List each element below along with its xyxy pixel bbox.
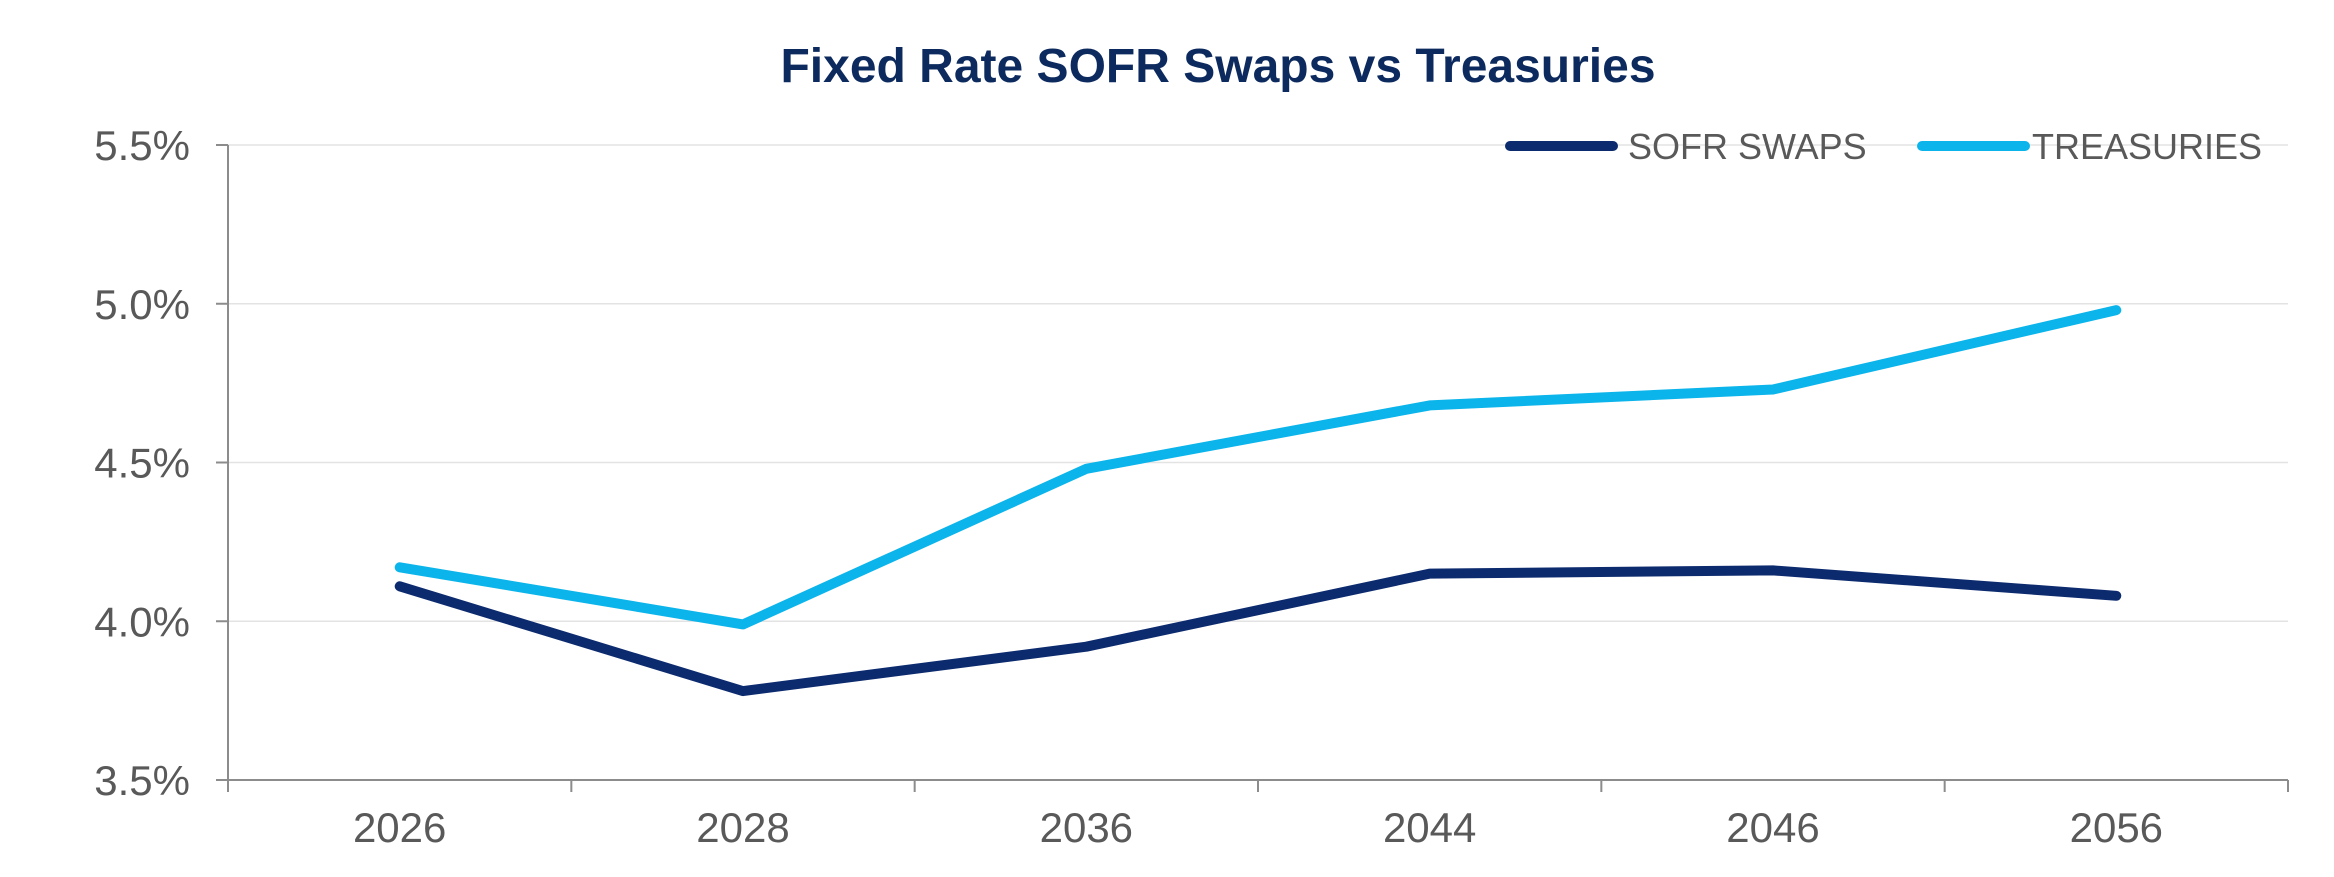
x-tick-label: 2046 xyxy=(1726,804,1819,851)
x-tick-label: 2056 xyxy=(2070,804,2163,851)
y-tick-label: 4.0% xyxy=(94,598,190,645)
y-tick-label: 5.5% xyxy=(94,122,190,169)
series-lines xyxy=(394,305,2122,697)
y-tick-label: 5.0% xyxy=(94,281,190,328)
legend-label-sofr-swaps: SOFR SWAPS xyxy=(1628,126,1867,167)
x-tick-label: 2028 xyxy=(696,804,789,851)
x-tick-label: 2044 xyxy=(1383,804,1476,851)
series-line-treasuries xyxy=(394,305,2122,630)
x-tick-label: 2036 xyxy=(1040,804,1133,851)
grid-lines xyxy=(228,144,2288,622)
chart-title: Fixed Rate SOFR Swaps vs Treasuries xyxy=(780,40,1655,93)
x-tick-label: 2026 xyxy=(353,804,446,851)
y-tick-label: 4.5% xyxy=(94,440,190,487)
axes: 3.5% 4.0% 4.5% 5.0% 5.5% 2026 2028 2036 2044 2046… xyxy=(94,122,2289,851)
series-line-sofr-swaps xyxy=(394,565,2122,697)
legend-label-treasuries: TREASURIES xyxy=(2032,126,2262,167)
legend: SOFR SWAPS TREASURIES xyxy=(1505,126,2262,167)
y-tick-label: 3.5% xyxy=(94,757,190,804)
